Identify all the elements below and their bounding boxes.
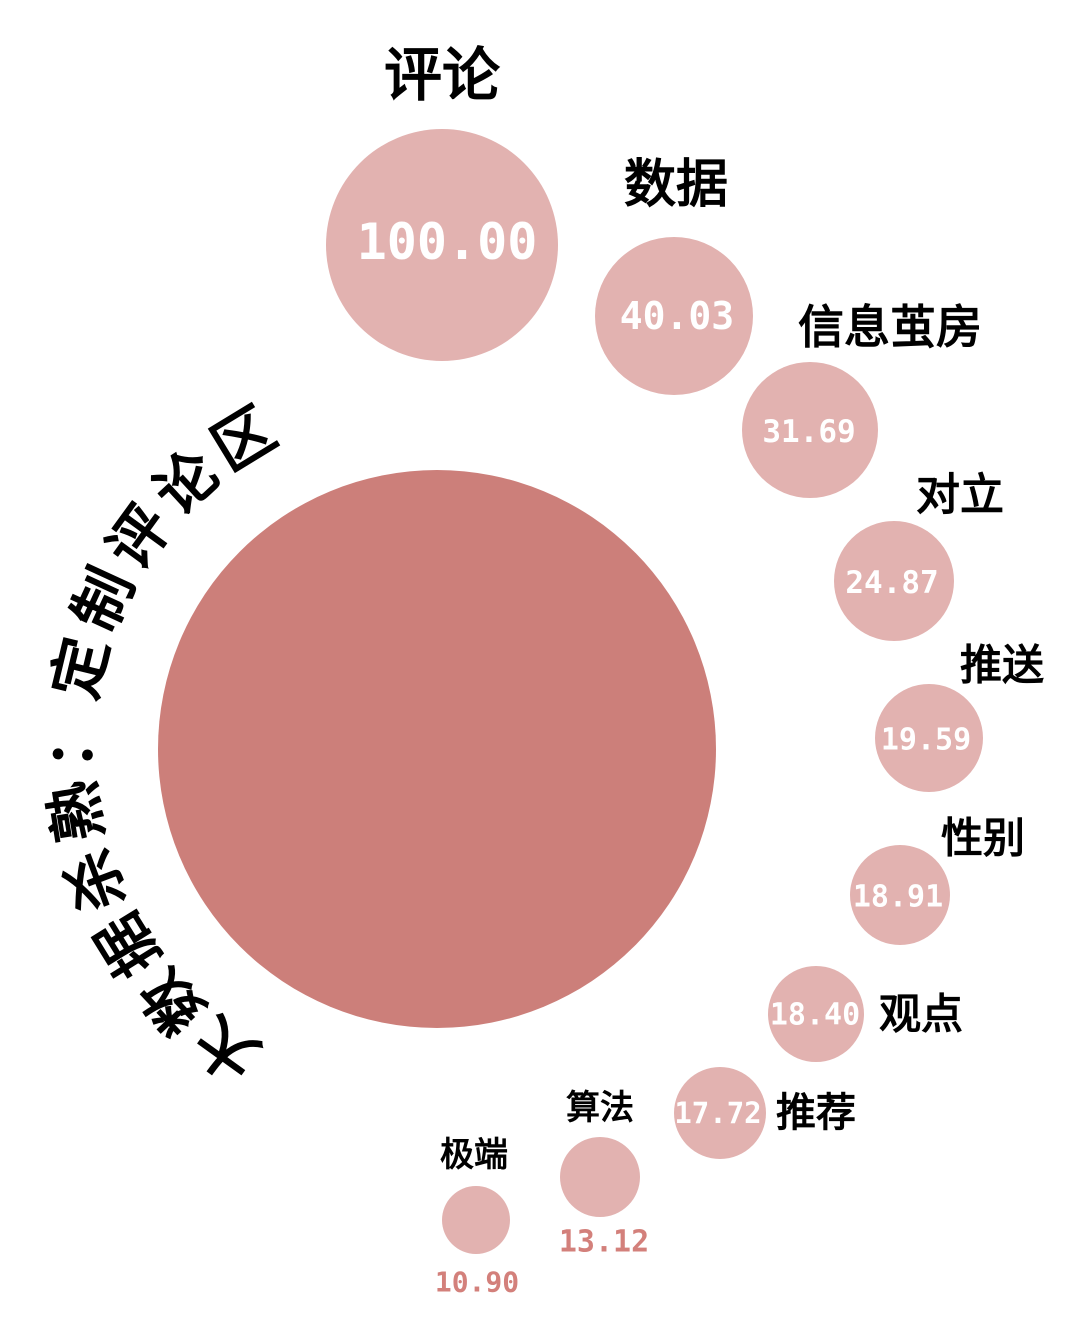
main-circle xyxy=(158,470,716,1028)
bubble-value: 31.69 xyxy=(762,414,855,450)
bubble-6 xyxy=(768,966,864,1062)
bubble-label: 性别 xyxy=(941,814,1025,863)
bubble-label: 推送 xyxy=(960,641,1044,690)
bubble-value: 18.40 xyxy=(770,998,860,1033)
bubble-5 xyxy=(850,845,950,945)
bubble-value: 19.59 xyxy=(881,723,971,758)
bubble-value: 10.90 xyxy=(435,1266,519,1299)
bubble-value: 40.03 xyxy=(620,294,734,338)
bubble-label: 观点 xyxy=(879,990,963,1039)
bubble-label: 评论 xyxy=(384,41,501,109)
bubble-value: 100.00 xyxy=(357,213,538,271)
bubble-2 xyxy=(742,362,878,498)
bubble-7 xyxy=(674,1067,766,1159)
bubble-label: 信息茧房 xyxy=(798,300,982,354)
bubble-label: 推荐 xyxy=(776,1090,856,1136)
bubbles-group: 评论 100.00 数据 40.03 信息茧房 31.69 对立 24.87 推送 19.59 性别… xyxy=(326,41,1044,1299)
bubble-3 xyxy=(834,521,954,641)
bubble-9 xyxy=(442,1186,510,1254)
bubble-8 xyxy=(560,1137,640,1217)
bubble-4 xyxy=(875,684,983,792)
bubble-0 xyxy=(326,129,558,361)
bubble-value: 13.12 xyxy=(559,1225,649,1260)
bubble-label: 对立 xyxy=(916,470,1004,521)
bubble-label: 数据 xyxy=(624,155,728,215)
bubble-label: 算法 xyxy=(566,1088,634,1128)
bubble-label: 极端 xyxy=(440,1135,508,1175)
bubble-value: 17.72 xyxy=(674,1096,761,1130)
bubble-value: 24.87 xyxy=(845,565,938,601)
bubble-value: 18.91 xyxy=(853,880,943,915)
bubble-1 xyxy=(595,237,753,395)
